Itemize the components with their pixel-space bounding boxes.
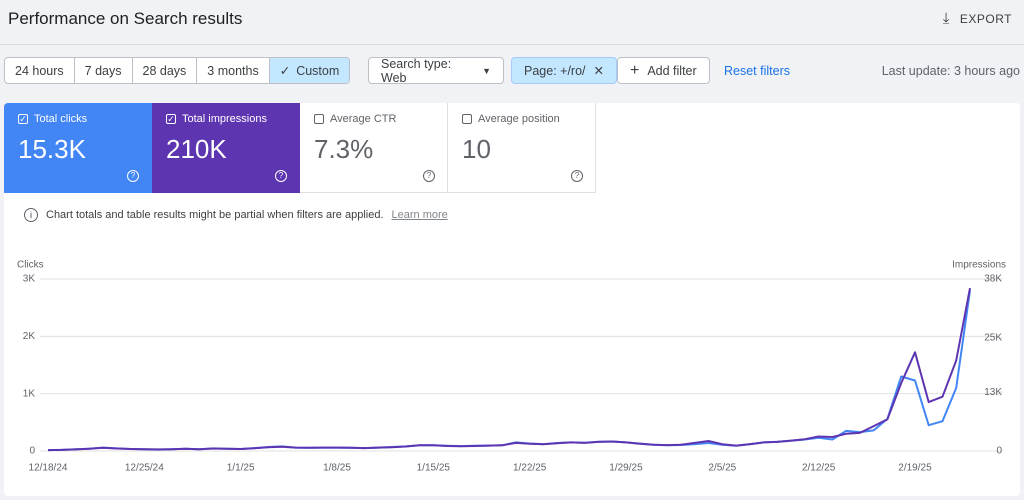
- x-tick-label: 12/25/24: [125, 463, 164, 474]
- metric-card[interactable]: Average position 10?: [448, 103, 596, 193]
- x-tick-label: 1/22/25: [513, 463, 547, 474]
- y-tick-label: 2K: [23, 331, 36, 342]
- y2-tick-label: 38K: [984, 274, 1002, 285]
- add-filter-button[interactable]: + Add filter: [617, 57, 710, 84]
- metric-label: ✓ Total impressions: [166, 113, 285, 125]
- line-series: [47, 287, 971, 452]
- date-range-button[interactable]: 7 days: [73, 58, 132, 83]
- learn-more-link[interactable]: Learn more: [391, 209, 448, 221]
- notice-text: Chart totals and table results might be …: [46, 209, 384, 221]
- x-tick-label: 1/8/25: [323, 463, 351, 474]
- date-range-button[interactable]: 24 hours: [5, 58, 74, 83]
- notice: i Chart totals and table results might be…: [24, 208, 448, 222]
- date-range-label: 3 months: [207, 63, 259, 78]
- filter-label: Page: +/ro/: [524, 63, 586, 78]
- metric-value: 210K: [166, 134, 227, 164]
- export-label: EXPORT: [959, 11, 1012, 26]
- checkbox: ✓: [166, 114, 176, 124]
- export-button[interactable]: ⤓ EXPORT: [942, 10, 1012, 27]
- x-tick-label: 1/1/25: [227, 463, 255, 474]
- help-icon: ?: [127, 170, 139, 182]
- date-range-label: 24 hours: [15, 63, 64, 78]
- y-axis-title: Clicks: [17, 260, 44, 271]
- date-range-button[interactable]: 28 days: [131, 58, 197, 83]
- add-filter-label: Add filter: [647, 63, 697, 78]
- metric-card[interactable]: ✓ Total clicks 15.3K?: [4, 103, 152, 193]
- metric-label: ✓ Total clicks: [18, 113, 137, 125]
- date-range-label: Custom: [296, 63, 340, 78]
- divider: [0, 44, 1024, 45]
- date-range-group: 24 hours 7 days 28 days 3 months ✓ Custom: [4, 57, 351, 84]
- metric-name: Total clicks: [34, 113, 88, 125]
- metric-label: Average CTR: [314, 113, 433, 125]
- metric-value: 15.3K: [18, 134, 86, 164]
- help-icon: ?: [423, 170, 435, 182]
- metric-label: Average position: [462, 113, 581, 125]
- filter-label: Search type: Web: [381, 56, 452, 85]
- checkbox: ✓: [18, 114, 28, 124]
- filter-chip[interactable]: Search type: Web ▼: [368, 56, 504, 85]
- check-icon: ✓: [279, 64, 291, 78]
- filter-chip[interactable]: Page: +/ro/✕: [511, 57, 617, 84]
- date-range-button[interactable]: 3 months: [196, 58, 268, 83]
- x-tick-label: 1/29/25: [609, 463, 643, 474]
- page-title: Performance on Search results: [8, 9, 243, 28]
- metric-name: Average position: [478, 113, 560, 125]
- reset-filters-link[interactable]: Reset filters: [724, 64, 790, 78]
- y-tick-label: 0: [29, 446, 35, 457]
- x-tick-label: 1/15/25: [417, 463, 451, 474]
- metric-value: 7.3%: [314, 134, 374, 164]
- last-update: Last update: 3 hours ago: [881, 64, 1020, 78]
- x-tick-label: 2/5/25: [708, 463, 736, 474]
- line-series: [47, 290, 971, 452]
- date-range-button[interactable]: ✓ Custom: [268, 58, 350, 83]
- y2-tick-label: 0: [996, 446, 1002, 457]
- checkbox: [462, 114, 472, 124]
- y-tick-label: 3K: [23, 274, 36, 285]
- metric-card[interactable]: ✓ Total impressions 210K?: [152, 103, 300, 193]
- x-tick-label: 2/12/25: [802, 463, 836, 474]
- metric-name: Average CTR: [330, 113, 397, 125]
- y2-axis-title: Impressions: [952, 260, 1006, 271]
- checkbox: [314, 114, 324, 124]
- date-range-label: 28 days: [142, 63, 187, 78]
- y2-tick-label: 13K: [984, 387, 1002, 398]
- x-tick-label: 2/19/25: [898, 463, 932, 474]
- y-tick-label: 1K: [23, 388, 36, 399]
- metric-card[interactable]: Average CTR 7.3%?: [300, 103, 448, 193]
- x-tick-label: 12/18/24: [29, 463, 68, 474]
- help-icon: ?: [571, 170, 583, 182]
- date-range-label: 7 days: [84, 63, 122, 78]
- help-icon: ?: [275, 170, 287, 182]
- metric-name: Total impressions: [182, 113, 267, 125]
- metric-value: 10: [462, 134, 491, 164]
- y2-tick-label: 25K: [984, 332, 1002, 343]
